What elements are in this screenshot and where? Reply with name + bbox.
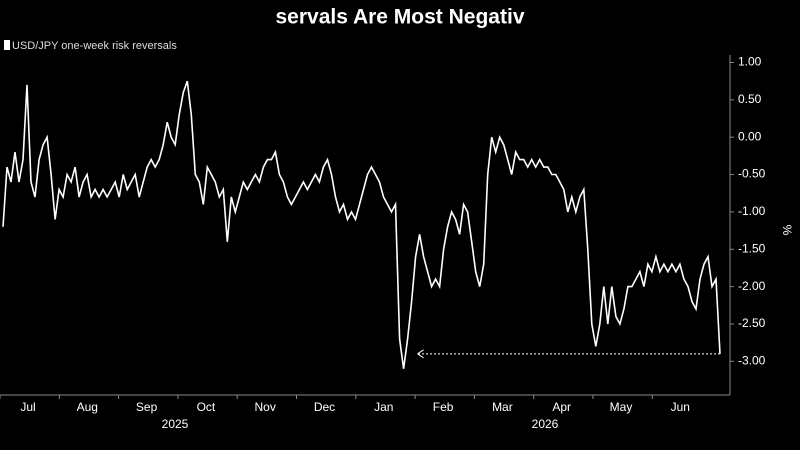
x-tick-label: Oct (197, 400, 216, 414)
x-tick-label: Apr (552, 400, 571, 414)
y-tick-label: 0.50 (738, 92, 762, 106)
y-tick-label: -1.00 (738, 204, 766, 218)
x-tick-label: Dec (314, 400, 335, 414)
x-tick-label: Jun (671, 400, 690, 414)
x-tick-label: Feb (433, 400, 454, 414)
chart-title: servals Are Most Negativ (276, 6, 525, 29)
arrow-head (417, 349, 424, 359)
x-tick-label: Nov (255, 400, 276, 414)
x-tick-label: Mar (492, 400, 513, 414)
x-tick-label: Jan (374, 400, 393, 414)
x-tick-label: Jul (20, 400, 35, 414)
y-tick-label: -2.00 (738, 279, 766, 293)
line-series (2, 80, 721, 369)
x-tick-label: Sep (136, 400, 158, 414)
year-label: 2026 (532, 417, 559, 431)
y-tick-label: -1.50 (738, 241, 766, 255)
x-tick-label: Aug (77, 400, 98, 414)
x-tick-label: May (610, 400, 633, 414)
y-tick-label: -2.50 (738, 316, 766, 330)
y-tick-label: 1.00 (738, 55, 762, 69)
y-tick-label: -3.00 (738, 353, 766, 367)
y-tick-label: -0.50 (738, 167, 766, 181)
y-tick-label: 0.00 (738, 129, 762, 143)
y-axis-label: % (780, 225, 794, 236)
year-label: 2025 (162, 417, 189, 431)
legend-label: USD/JPY one-week risk reversals (12, 40, 177, 52)
legend-swatch (4, 40, 10, 50)
